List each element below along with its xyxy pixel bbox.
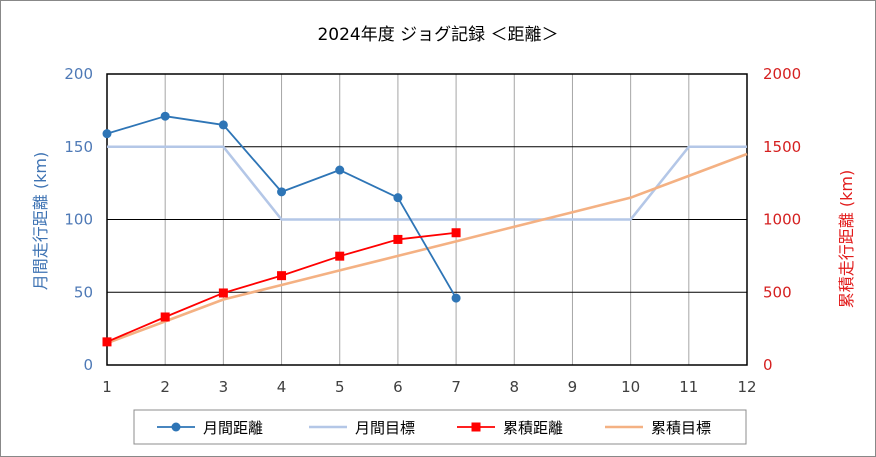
x-tick-label: 8 (509, 378, 519, 396)
x-tick-label: 10 (621, 378, 640, 396)
data-point-3 (277, 271, 287, 281)
x-tick-label: 3 (219, 378, 229, 396)
y-tick-label-left: 0 (83, 356, 93, 374)
y-tick-label-left: 50 (74, 283, 93, 301)
y-axis-title-left: 月間走行距離 (km) (31, 152, 50, 290)
y-tick-label-left: 100 (64, 211, 93, 229)
x-tick-label: 2 (160, 378, 170, 396)
data-point-3 (218, 288, 228, 298)
y-tick-label-right: 1500 (763, 138, 801, 156)
x-tick-label: 7 (451, 378, 461, 396)
data-point-3 (335, 251, 345, 261)
legend-label-1: 月間距離 (203, 419, 263, 437)
data-point-1 (277, 187, 287, 197)
data-point-1 (218, 120, 228, 130)
y-tick-label-right: 2000 (763, 65, 801, 83)
y-axis-title-right: 累積走行距離 (km) (837, 170, 856, 308)
data-point-3 (451, 228, 461, 238)
data-point-1 (451, 293, 461, 303)
x-tick-label: 6 (393, 378, 403, 396)
data-point-1 (335, 165, 345, 175)
legend-label-2: 月間目標 (355, 419, 415, 437)
legend-marker-1 (171, 422, 181, 432)
y-tick-label-left: 200 (64, 65, 93, 83)
y-tick-label-right: 0 (763, 356, 773, 374)
data-point-1 (160, 111, 170, 121)
data-point-1 (393, 193, 403, 203)
x-tick-label: 9 (568, 378, 578, 396)
x-tick-label: 5 (335, 378, 345, 396)
data-point-3 (393, 234, 403, 244)
x-tick-label: 11 (679, 378, 698, 396)
legend: 月間距離 月間目標 累積距離 累積目標 (133, 409, 747, 445)
x-tick-label: 1 (102, 378, 112, 396)
legend-label-3: 累積距離 (503, 419, 563, 437)
data-point-1 (102, 129, 112, 139)
legend-label-4: 累積目標 (651, 419, 711, 437)
legend-marker-3 (471, 422, 481, 432)
legend-box (133, 409, 747, 445)
x-tick-label: 4 (277, 378, 287, 396)
chart-title: 2024年度 ジョグ記録 ＜距離＞ (317, 25, 558, 45)
plot-area-border (106, 73, 748, 366)
y-tick-label-right: 500 (763, 283, 792, 301)
series-line-2 (107, 145, 747, 221)
data-point-3 (160, 312, 170, 322)
data-point-3 (102, 337, 112, 347)
y-tick-label-right: 1000 (763, 211, 801, 229)
y-tick-label-left: 150 (64, 138, 93, 156)
x-tick-label: 12 (737, 378, 756, 396)
series-layer (102, 111, 748, 347)
